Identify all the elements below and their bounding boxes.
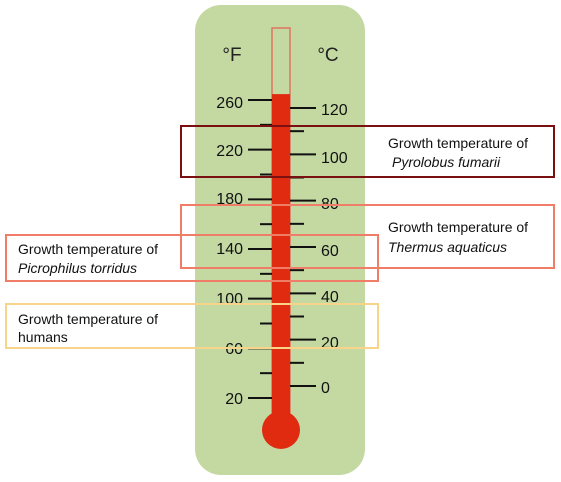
thermus-label-line2: Thermus aquaticus (388, 239, 507, 255)
fahrenheit-label: 20 (225, 391, 243, 408)
fahrenheit-scale: 260 220 180 140 100 60 20 (216, 95, 243, 408)
picrophilus-highlight-box (5, 234, 379, 282)
fahrenheit-label: 260 (216, 95, 243, 112)
humans-label-line1: Growth temperature of (18, 311, 158, 327)
pyrolobus-label-line1: Growth temperature of (388, 135, 528, 151)
thermus-annotation: Growth temperature of Thermus aquaticus (180, 204, 555, 269)
thermus-label-line1: Growth temperature of (388, 219, 528, 235)
fahrenheit-label: 140 (216, 241, 243, 258)
fahrenheit-label: 220 (216, 143, 243, 160)
pyrolobus-annotation: Growth temperature of Pyrolobus fumarii (180, 125, 555, 178)
mercury-column (272, 94, 290, 432)
picrophilus-label-line1: Growth temperature of (18, 241, 158, 257)
thermometer-bulb (262, 411, 300, 449)
pyrolobus-highlight-box (180, 125, 555, 178)
celsius-label: 40 (321, 289, 339, 306)
humans-annotation: Growth temperature of humans (5, 303, 379, 349)
celsius-unit-label: °C (317, 45, 338, 66)
celsius-label: 0 (321, 380, 330, 397)
humans-label-line2: humans (18, 329, 68, 345)
pyrolobus-label-line2: Pyrolobus fumarii (392, 154, 501, 170)
fahrenheit-unit-label: °F (222, 45, 241, 66)
celsius-label: 100 (321, 150, 348, 167)
picrophilus-annotation: Growth temperature of Picrophilus torrid… (5, 234, 379, 282)
celsius-label: 60 (321, 243, 339, 260)
celsius-label: 120 (321, 102, 348, 119)
humans-highlight-box (5, 303, 379, 349)
celsius-label: 20 (321, 335, 339, 352)
fahrenheit-label: 60 (225, 341, 243, 358)
thermus-highlight-box (180, 204, 555, 269)
picrophilus-label-line2: Picrophilus torridus (18, 260, 137, 276)
fahrenheit-label: 180 (216, 191, 243, 208)
fahrenheit-label: 100 (216, 291, 243, 308)
